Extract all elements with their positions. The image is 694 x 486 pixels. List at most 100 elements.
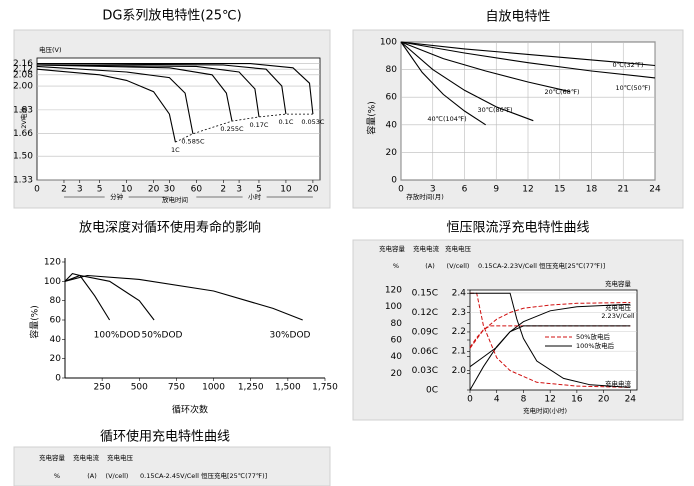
- y-tick-label: 20: [386, 148, 398, 158]
- x-tick-label: 10: [121, 185, 133, 195]
- series-label: 100%DOD: [94, 331, 141, 341]
- curve-label: 充电电压: [605, 303, 632, 312]
- line-series: [400, 41, 656, 79]
- line-series: [36, 68, 176, 143]
- x-tick-label: 2: [61, 185, 67, 195]
- x-group-label: 小时: [248, 192, 262, 201]
- series-label: 40℃(104℉): [427, 115, 466, 123]
- axis-title: 充电电压: [445, 244, 472, 253]
- x-tick-label: 16: [571, 395, 583, 405]
- y-tick-label: 0: [391, 176, 397, 186]
- y-tick-label: 0: [55, 374, 61, 384]
- xlabel: 循环次数: [172, 404, 208, 416]
- line-series: [36, 64, 260, 117]
- y-tick-label: 120: [385, 286, 402, 296]
- x-tick-label: 3: [430, 185, 436, 195]
- side-label: 2V电池: [19, 107, 28, 129]
- series-label: 0.17C: [249, 121, 268, 129]
- axis-unit: (A): [87, 472, 97, 480]
- series-label: 30℃(86℉): [477, 106, 512, 114]
- x-tick-label: 10: [280, 185, 292, 195]
- x-tick-label: 12: [544, 395, 555, 405]
- line-series: [400, 41, 656, 67]
- x-tick-label: 3: [236, 185, 242, 195]
- y-tick-label: 0.15C: [412, 289, 438, 299]
- axis-unit: %: [393, 262, 399, 270]
- x-tick-label: 24: [649, 185, 661, 195]
- line-series: [64, 272, 111, 321]
- x-tick-label: 0: [467, 395, 473, 405]
- series-label: 0.1C: [278, 118, 293, 126]
- curve: [470, 292, 631, 388]
- curve-label: 充电电流: [605, 379, 632, 388]
- x-tick-label: 24: [625, 395, 637, 405]
- series-label: 0.255C: [220, 125, 244, 133]
- y-tick-label: 2.12: [13, 65, 33, 75]
- x-tick-label: 30: [164, 185, 176, 195]
- x-tick-label: 3: [77, 185, 83, 195]
- voltage-label: 2.23V/Cell: [601, 312, 634, 320]
- y-tick-label: 2.4: [452, 288, 467, 298]
- x-tick-label: 20: [307, 185, 319, 195]
- y-tick-label: 60: [386, 93, 398, 103]
- y-tick-label: 0.06C: [412, 347, 438, 357]
- x-tick-label: 1000: [202, 383, 225, 393]
- series-label: 0℃(32℉): [613, 61, 644, 69]
- y-tick-label: 120: [44, 258, 61, 268]
- panel: [13, 446, 331, 486]
- x-tick-label: 12: [522, 185, 533, 195]
- y-tick-label: 2.1: [452, 347, 466, 357]
- series-label: 0.053C: [301, 118, 325, 126]
- line-series: [36, 65, 194, 134]
- x-tick-label: 4: [494, 395, 500, 405]
- y-tick-label: 1.66: [13, 129, 33, 139]
- y-tick-label: 40: [391, 352, 403, 362]
- line-series: [64, 274, 155, 321]
- x-tick-label: 15: [554, 185, 565, 195]
- x-tick-label: 500: [131, 383, 148, 393]
- x-origin-label: 0: [34, 185, 40, 195]
- y-tick-label: 0.09C: [412, 327, 438, 337]
- plot-area: [36, 57, 321, 181]
- x-tick-label: 1,750: [312, 383, 338, 393]
- y-tick-label: 100: [385, 302, 402, 312]
- y-tick-label: 0C: [426, 386, 438, 396]
- y-tick-label: 2.2: [452, 327, 466, 337]
- line-series: [64, 274, 303, 321]
- chart-title: 恒压限流浮充电特性曲线: [446, 220, 589, 236]
- line-series: [400, 41, 487, 126]
- legend-label: 100%放电后: [576, 341, 615, 350]
- curve: [469, 303, 631, 391]
- curve: [469, 325, 631, 368]
- chart-title: DG系列放电特性(25℃): [102, 9, 241, 24]
- series-label: 1C: [171, 146, 180, 154]
- axis-unit: (A): [425, 262, 435, 270]
- line-series: [400, 41, 571, 93]
- ylabel: 容量(%): [366, 101, 378, 135]
- axis-title: 充电容量: [379, 244, 406, 253]
- chart-title: 自放电特性: [485, 10, 550, 25]
- axis-title: 充电容量: [39, 453, 66, 462]
- x-tick-label: 9: [493, 185, 499, 195]
- axis-title: 充电电压: [107, 453, 134, 462]
- axis-title: 充电电流: [413, 244, 440, 253]
- x-tick-label: 20: [598, 395, 610, 405]
- y-tick-label: 0.03C: [412, 366, 438, 376]
- y-tick-label: 2.08: [13, 70, 33, 80]
- curve: [470, 292, 631, 388]
- xlabel: 存放时间(月): [406, 192, 444, 201]
- axis-unit: %: [54, 472, 60, 480]
- series-label: 10℃(50℉): [615, 84, 650, 92]
- legend-label: 50%放电后: [576, 332, 610, 341]
- y-tick-label: 100: [380, 38, 397, 48]
- series-label: 30%DOD: [270, 331, 311, 341]
- y-tick-label: 20: [50, 354, 62, 364]
- y-tick-label: 0.12C: [412, 308, 438, 318]
- axis-title: 充电电流: [73, 453, 100, 462]
- x-tick-label: 5: [97, 185, 103, 195]
- x-tick-label: 0: [398, 185, 404, 195]
- y-tick-label: 80: [391, 319, 403, 329]
- series-label: 20℃(68℉): [544, 88, 579, 96]
- y-tick-label: 80: [386, 65, 398, 75]
